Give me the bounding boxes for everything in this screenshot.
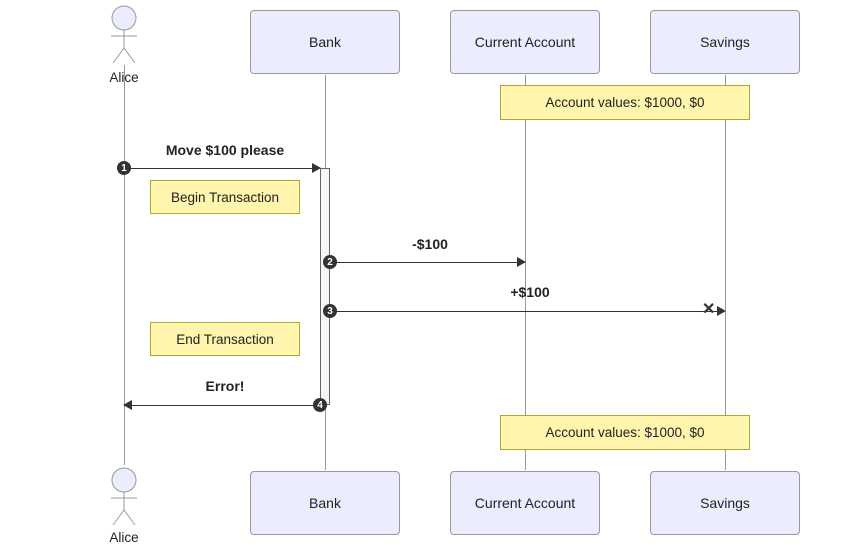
sequence-diagram: Alice Bank Current Account Savings Accou… <box>0 0 850 547</box>
message-2-seq: 2 <box>323 255 337 269</box>
participant-current-bottom-label: Current Account <box>475 495 575 511</box>
note-values-bottom: Account values: $1000, $0 <box>500 415 750 450</box>
message-1-label: Move $100 please <box>135 142 315 158</box>
message-3-arrow <box>330 311 718 312</box>
message-4-arrow <box>132 405 320 406</box>
message-3-head <box>717 306 726 316</box>
note-end: End Transaction <box>150 322 300 356</box>
actor-alice-top-icon <box>107 3 141 65</box>
participant-bank-top-label: Bank <box>309 34 341 50</box>
lifeline-current <box>525 75 526 470</box>
participant-current-top-label: Current Account <box>475 34 575 50</box>
message-4-seq: 4 <box>313 398 327 412</box>
message-4-label: Error! <box>135 378 315 394</box>
message-3-x-icon: ✕ <box>702 302 715 318</box>
participant-bank-bottom-label: Bank <box>309 495 341 511</box>
note-end-text: End Transaction <box>176 332 274 347</box>
participant-savings-bottom-label: Savings <box>700 495 750 511</box>
activation-bank <box>320 168 330 405</box>
note-begin-text: Begin Transaction <box>171 190 279 205</box>
participant-bank-top: Bank <box>250 10 400 74</box>
participant-savings-top-label: Savings <box>700 34 750 50</box>
message-2-label: -$100 <box>340 236 520 252</box>
participant-savings-top: Savings <box>650 10 800 74</box>
message-1-arrow <box>124 168 312 169</box>
actor-alice-bottom-icon <box>107 465 141 527</box>
message-2-arrow <box>330 262 518 263</box>
participant-current-bottom: Current Account <box>450 471 600 535</box>
lifeline-savings <box>725 75 726 470</box>
message-1-head <box>312 163 321 173</box>
message-3-label: +$100 <box>340 284 720 300</box>
participant-bank-bottom: Bank <box>250 471 400 535</box>
note-begin: Begin Transaction <box>150 180 300 214</box>
note-values-top: Account values: $1000, $0 <box>500 85 750 120</box>
message-2-head <box>517 257 526 267</box>
message-4-head <box>123 400 132 410</box>
participant-savings-bottom: Savings <box>650 471 800 535</box>
message-3-seq: 3 <box>323 304 337 318</box>
note-values-bottom-text: Account values: $1000, $0 <box>545 425 704 440</box>
message-1-seq: 1 <box>117 161 131 175</box>
participant-current-top: Current Account <box>450 10 600 74</box>
actor-alice-top-label: Alice <box>100 70 148 85</box>
note-values-top-text: Account values: $1000, $0 <box>545 95 704 110</box>
actor-alice-bottom-label: Alice <box>100 530 148 545</box>
